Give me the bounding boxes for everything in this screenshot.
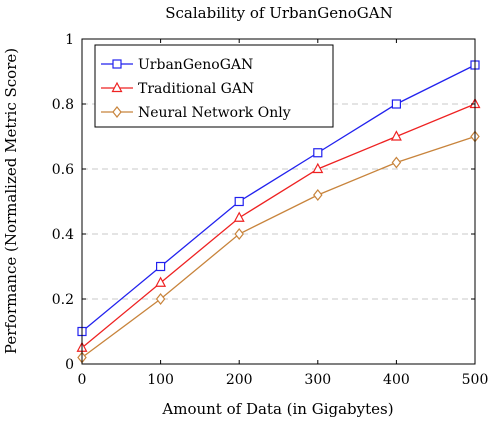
- legend-item-0: UrbanGenoGAN: [101, 57, 253, 73]
- series-line-2: [81, 135, 476, 359]
- grid-lines: [82, 103, 475, 300]
- data-point-2-4: [391, 156, 402, 169]
- x-tick-label: 400: [383, 372, 410, 388]
- data-point-2-3: [313, 189, 323, 201]
- y-tick-label: 0.6: [52, 162, 74, 178]
- series-lines: [76, 60, 481, 364]
- y-tick-label: 0.8: [52, 97, 74, 113]
- x-tick-label: 500: [462, 372, 489, 388]
- legend-marker-2: [112, 106, 122, 118]
- data-point-1-4: [390, 130, 402, 141]
- data-point-2-1: [155, 293, 166, 305]
- y-tick-label: 1: [65, 32, 74, 48]
- legend-label-1: Traditional GAN: [138, 81, 254, 97]
- chart-title: Scalability of UrbanGenoGAN: [165, 4, 392, 22]
- legend-label-2: Neural Network Only: [138, 105, 291, 121]
- legend-box: [94, 44, 334, 128]
- plot-area-frame: [81, 38, 476, 365]
- x-tick-label: 200: [226, 372, 253, 388]
- x-tick-label: 0: [78, 372, 87, 388]
- y-tick-label: 0.4: [52, 227, 74, 243]
- x-tick-label: 300: [304, 372, 331, 388]
- series-1: [76, 97, 481, 352]
- series-line-1: [81, 103, 476, 349]
- data-point-0-4: [391, 99, 401, 109]
- data-point-1-2: [233, 211, 245, 222]
- legend-item-2: Neural Network Only: [101, 105, 291, 121]
- y-tick-label: 0.2: [52, 292, 74, 308]
- data-point-2-2: [234, 228, 244, 240]
- legend-marker-0: [112, 59, 122, 69]
- data-point-0-3: [313, 148, 323, 158]
- series-line-0: [81, 64, 476, 333]
- legend: UrbanGenoGAN Traditional GAN Neural Networ…: [94, 44, 334, 128]
- y-axis-label: Performance (Normalized Metric Score): [2, 48, 20, 354]
- data-point-1-3: [312, 162, 324, 174]
- legend-label-0: UrbanGenoGAN: [138, 57, 253, 73]
- x-axis-label: Amount of Data (in Gigabytes): [161, 400, 393, 418]
- series-2: [77, 130, 480, 364]
- legend-marker-1: [111, 81, 123, 93]
- y-tick-label: 0: [65, 357, 74, 373]
- x-tick-label: 100: [147, 372, 174, 388]
- data-point-1-1: [155, 276, 167, 287]
- data-point-0-2: [234, 196, 244, 207]
- axis-ticks: 0 100 200 300 400 500 0 0.2 0.4 0.6 0.8 1: [52, 32, 489, 388]
- data-point-0-1: [156, 261, 166, 272]
- legend-item-1: Traditional GAN: [101, 81, 254, 97]
